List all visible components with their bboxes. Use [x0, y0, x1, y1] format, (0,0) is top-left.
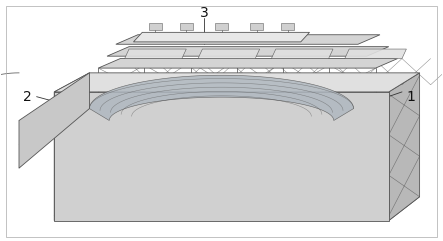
Polygon shape [389, 73, 420, 221]
Polygon shape [250, 23, 263, 30]
Polygon shape [54, 73, 420, 92]
Polygon shape [180, 23, 193, 30]
Polygon shape [54, 73, 89, 221]
Polygon shape [116, 35, 380, 44]
Polygon shape [89, 75, 354, 120]
Polygon shape [107, 47, 389, 56]
Text: 2: 2 [23, 90, 32, 104]
Polygon shape [133, 32, 310, 42]
Text: 1: 1 [406, 90, 415, 104]
Text: 3: 3 [199, 6, 208, 20]
Polygon shape [272, 49, 333, 59]
Polygon shape [124, 49, 187, 59]
Polygon shape [281, 23, 294, 30]
Polygon shape [149, 23, 162, 30]
Polygon shape [54, 197, 420, 221]
Polygon shape [19, 73, 89, 168]
Polygon shape [54, 92, 389, 221]
Polygon shape [345, 49, 406, 59]
Polygon shape [98, 59, 397, 68]
Polygon shape [198, 49, 260, 59]
Polygon shape [215, 23, 228, 30]
